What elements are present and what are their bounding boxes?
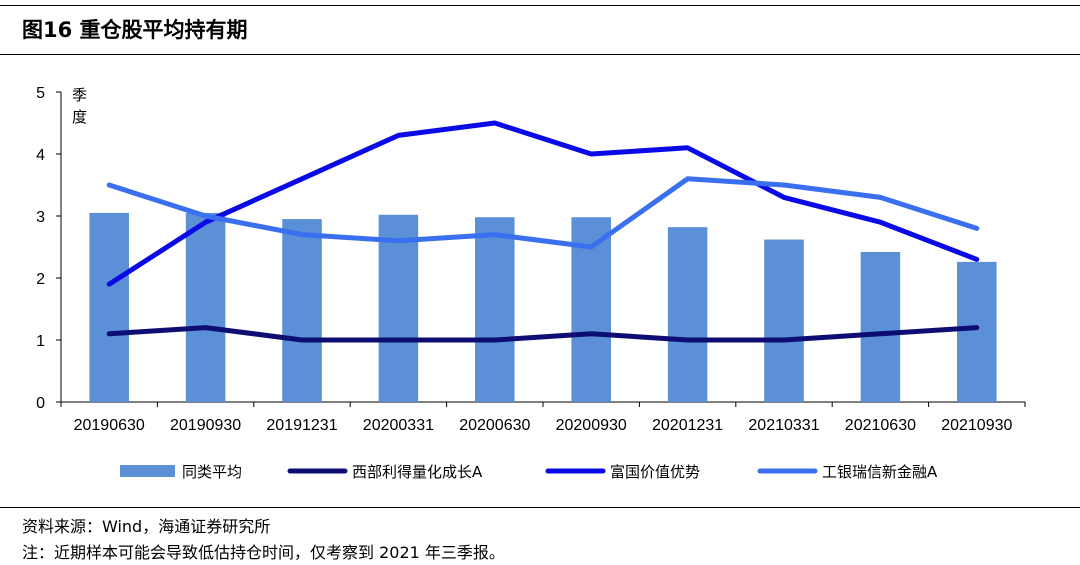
legend: 同类平均 西部利得量化成长A 富国价值优势 工银瑞信新金融A [120, 463, 938, 481]
bar [185, 212, 226, 402]
y-tick-label: 3 [36, 209, 45, 226]
bar [475, 217, 515, 402]
title-rule [0, 54, 1080, 55]
x-tick-labels: 20190630 20190930 20191231 20200331 20200630… [74, 417, 1013, 434]
bar [282, 219, 322, 402]
x-tick-label: 20210331 [748, 417, 819, 434]
source-note: 资料来源：Wind，海通证券研究所 [22, 517, 271, 536]
line-series [106, 120, 980, 343]
legend-label: 富国价值优势 [610, 463, 700, 481]
bar [667, 227, 708, 402]
series-line [106, 120, 980, 287]
x-tick-label: 20200331 [363, 417, 434, 434]
x-tick-label: 20190630 [74, 417, 145, 434]
x-tick-label: 20210930 [941, 417, 1012, 434]
bar [764, 239, 804, 402]
bar [957, 261, 997, 402]
x-tick-label: 20201231 [652, 417, 723, 434]
series-line [106, 325, 980, 343]
legend-label: 西部利得量化成长A [352, 463, 483, 481]
x-tick-label: 20200630 [459, 417, 530, 434]
top-rule [0, 5, 1080, 6]
x-tick-label: 20210630 [845, 417, 916, 434]
figure-title: 图16 重仓股平均持有期 [22, 18, 248, 42]
x-tick-label: 20200930 [556, 417, 627, 434]
x-tick-label: 20190930 [170, 417, 241, 434]
bar [378, 214, 419, 402]
bar [89, 212, 129, 402]
y-tick-label: 5 [36, 85, 45, 102]
series-line [106, 176, 980, 250]
bar [860, 251, 901, 402]
y-tick-label: 1 [36, 333, 45, 350]
legend-swatch [120, 465, 175, 477]
y-tick-label: 0 [36, 395, 45, 412]
y-tick-labels: 0 1 2 3 4 5 [36, 85, 45, 412]
y-tick-label: 2 [36, 271, 45, 288]
y-tick-label: 4 [36, 147, 45, 164]
y-axis-unit-label: 季度 [72, 86, 87, 126]
x-tick-label: 20191231 [266, 417, 337, 434]
footer-rule [0, 507, 1080, 508]
legend-label: 同类平均 [182, 463, 242, 481]
bar-series [89, 212, 997, 402]
legend-label: 工银瑞信新金融A [822, 463, 938, 481]
footnote: 注：近期样本可能会导致低估持仓时间，仅考察到 2021 年三季报。 [22, 543, 505, 562]
